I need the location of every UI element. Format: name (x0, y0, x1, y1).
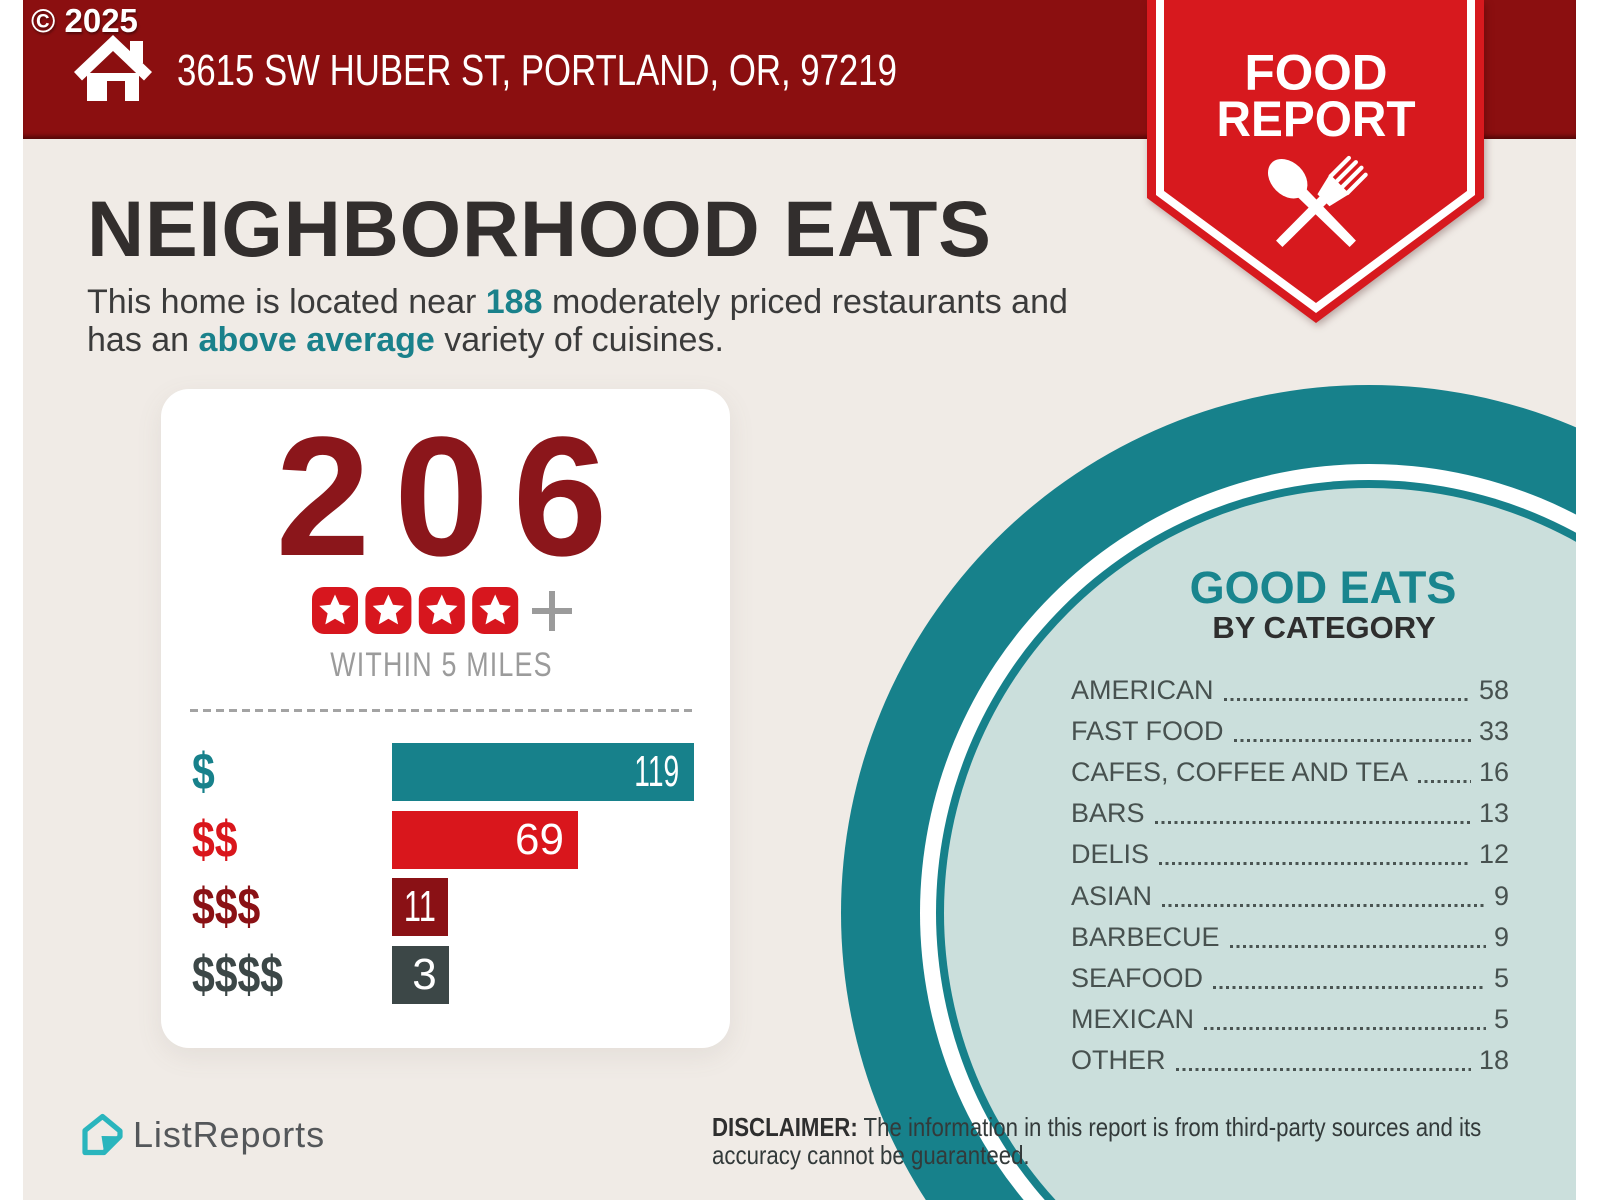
svg-text:REPORT: REPORT (1217, 91, 1416, 147)
svg-text:FOOD: FOOD (1245, 45, 1388, 101)
